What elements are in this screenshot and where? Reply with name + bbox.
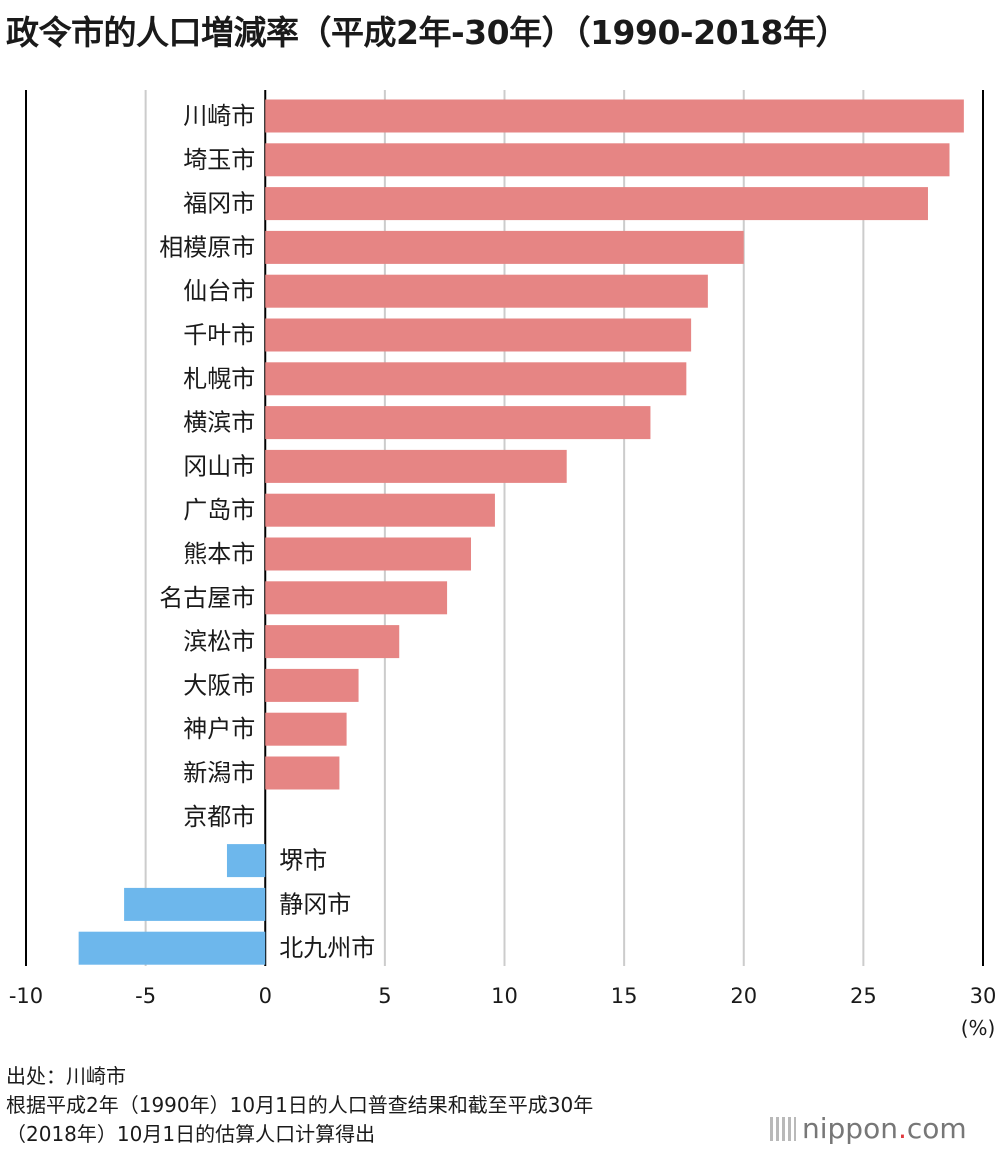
bar	[265, 230, 744, 264]
category-label: 大阪市	[183, 671, 255, 699]
bar	[265, 99, 964, 133]
logo-text-main: nippon	[802, 1112, 898, 1145]
bar	[265, 318, 692, 352]
category-label: 千叶市	[183, 321, 255, 349]
category-label: 神户市	[183, 715, 255, 743]
category-label: 福冈市	[183, 190, 255, 218]
chart-title: 政令市的人口増減率（平成2年-30年）（1990-2018年）	[6, 13, 848, 52]
category-label: 札幌市	[183, 365, 255, 393]
category-label: 广岛市	[183, 496, 255, 524]
logo-bars-icon	[770, 1117, 796, 1141]
x-tick-label: 25	[850, 984, 877, 1008]
bar	[265, 493, 495, 527]
category-label: 滨松市	[183, 628, 255, 656]
category-label: 冈山市	[183, 452, 255, 480]
bar	[265, 449, 567, 483]
category-label: 北九州市	[279, 934, 375, 962]
bar	[265, 756, 340, 790]
bar	[265, 625, 400, 659]
x-tick-label: 10	[491, 984, 518, 1008]
bar	[124, 887, 266, 921]
category-label: 新潟市	[183, 759, 255, 787]
bar	[265, 187, 928, 221]
x-tick-label: 30	[970, 984, 997, 1008]
bar	[265, 537, 472, 571]
bar	[265, 362, 687, 396]
bar	[265, 274, 708, 308]
nippon-logo: nippon.com	[770, 1112, 967, 1145]
x-tick-label: 20	[730, 984, 757, 1008]
logo-text-suffix: com	[906, 1112, 967, 1145]
category-label: 川崎市	[183, 102, 255, 130]
x-tick-label: -5	[135, 984, 156, 1008]
bar	[226, 844, 266, 878]
source-line: （2018年）10月1日的估算人口计算得出	[6, 1122, 376, 1146]
x-tick-label: -10	[9, 984, 43, 1008]
category-label: 名古屋市	[159, 584, 255, 612]
source-line: 出处：川崎市	[6, 1064, 126, 1088]
x-tick-label: 0	[259, 984, 272, 1008]
x-axis-unit-label: (%)	[961, 1016, 996, 1040]
category-label: 相模原市	[159, 233, 255, 261]
category-label: 埼玉市	[183, 146, 255, 174]
category-label: 横滨市	[183, 409, 255, 437]
category-label: 堺市	[279, 847, 327, 875]
source-note: 出处：川崎市 根据平成2年（1990年）10月1日的人口普查结果和截至平成30年…	[6, 1062, 593, 1149]
category-label: 熊本市	[183, 540, 255, 568]
category-label: 京都市	[183, 803, 255, 831]
logo-dot: .	[897, 1112, 907, 1145]
category-label: 仙台市	[183, 277, 255, 305]
bar	[78, 931, 266, 965]
bar	[265, 712, 347, 746]
category-label: 静冈市	[279, 890, 351, 918]
source-line: 根据平成2年（1990年）10月1日的人口普查结果和截至平成30年	[6, 1093, 594, 1117]
x-tick-label: 15	[611, 984, 638, 1008]
bar	[265, 668, 359, 702]
bar	[265, 581, 448, 615]
x-tick-label: 5	[378, 984, 391, 1008]
bar	[265, 143, 950, 177]
bar	[265, 406, 651, 440]
